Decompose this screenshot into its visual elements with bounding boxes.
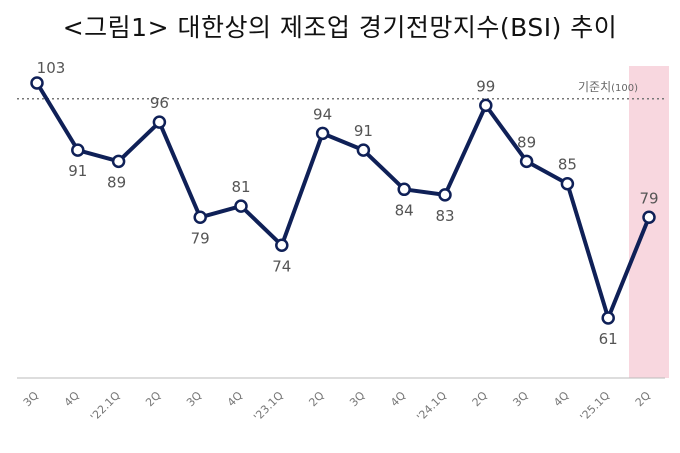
x-tick-label: 3Q: [184, 389, 205, 410]
data-label: 91: [68, 162, 87, 180]
data-point: [193, 210, 207, 225]
x-tick-label: '25.1Q: [578, 389, 613, 424]
data-point: [111, 154, 126, 169]
data-label: 74: [272, 257, 291, 275]
chart-title: <그림1> 대한상의 제조업 경기전망지수(BSI) 추이: [62, 13, 618, 42]
x-tick-label: '23.1Q: [251, 389, 286, 424]
data-label: 79: [639, 189, 658, 207]
data-label: 99: [476, 77, 495, 95]
x-tick-label: '22.1Q: [88, 389, 123, 424]
data-label: 91: [354, 122, 373, 140]
reference-line-label: 기준치(100): [578, 80, 638, 94]
x-tick-label: 2Q: [633, 389, 654, 410]
data-label: 89: [517, 133, 536, 151]
data-point: [30, 76, 44, 90]
data-point: [397, 182, 411, 197]
data-label: 84: [395, 201, 414, 219]
data-point: [601, 311, 615, 325]
data-point: [438, 188, 452, 202]
data-point: [519, 154, 534, 169]
data-point: [356, 143, 371, 157]
data-point: [315, 126, 330, 141]
data-label: 83: [435, 207, 454, 225]
data-label: 96: [150, 94, 169, 112]
x-tick-label: 2Q: [306, 389, 327, 410]
x-tick-label: 3Q: [21, 389, 42, 410]
x-tick-label: 2Q: [143, 389, 164, 410]
data-label: 103: [37, 59, 66, 77]
x-tick-label: 2Q: [470, 389, 491, 410]
series-line: [35, 81, 651, 320]
data-point: [275, 238, 289, 253]
data-label: 94: [313, 105, 332, 123]
data-label: 81: [231, 178, 250, 196]
x-tick-label: 4Q: [62, 389, 83, 410]
x-tick-label: 3Q: [347, 389, 368, 410]
data-label: 85: [558, 156, 577, 174]
x-tick-label: 4Q: [551, 389, 572, 410]
x-tick-label: 4Q: [225, 389, 246, 410]
x-tick-label: 4Q: [388, 389, 409, 410]
data-point: [642, 210, 656, 225]
data-label: 79: [191, 229, 210, 247]
x-tick-label: '24.1Q: [414, 389, 449, 424]
data-point: [560, 176, 575, 191]
data-point: [152, 115, 167, 129]
data-point: [71, 143, 85, 157]
data-point: [479, 98, 493, 113]
x-tick-label: 3Q: [510, 389, 531, 410]
data-label: 61: [599, 330, 618, 348]
data-point: [234, 199, 248, 213]
data-label: 89: [107, 173, 126, 191]
